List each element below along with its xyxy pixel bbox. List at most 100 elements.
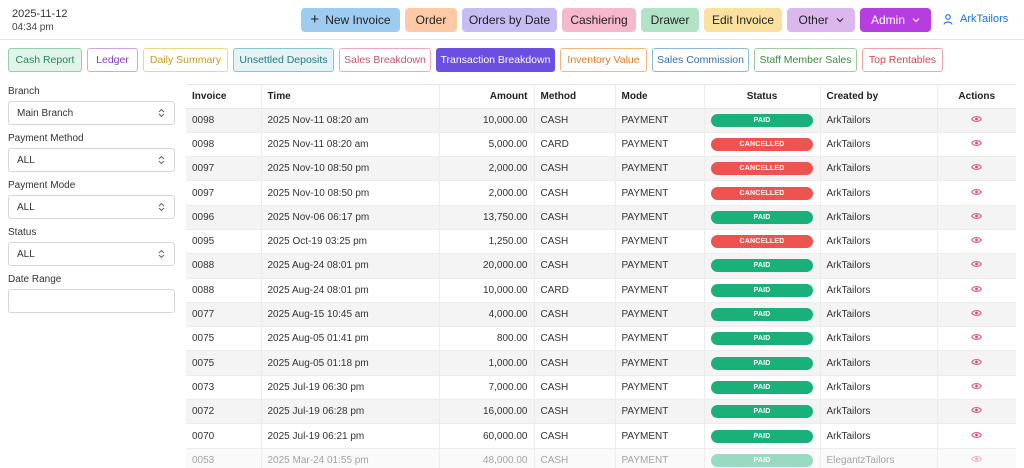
report-tab-ledger[interactable]: Ledger xyxy=(87,48,138,72)
status-badge: PAID xyxy=(711,356,813,370)
nav-button-order[interactable]: Order xyxy=(405,8,457,32)
nav-button-edit-invoice[interactable]: Edit Invoice xyxy=(704,8,782,32)
nav-button-admin[interactable]: Admin xyxy=(860,8,931,32)
cell-amount: 10,000.00 xyxy=(439,278,535,303)
branch-select[interactable]: Main Branch xyxy=(8,101,175,125)
view-eye-icon[interactable] xyxy=(971,406,983,417)
cell-time: 2025 Jul-19 06:28 pm xyxy=(261,399,440,425)
status-badge: PAID xyxy=(711,210,813,224)
cell-created-by: ArkTailors xyxy=(820,253,938,279)
view-eye-icon[interactable] xyxy=(971,382,983,393)
chevron-down-icon xyxy=(836,18,843,23)
cell-status: PAID xyxy=(704,423,821,449)
column-header-status[interactable]: Status xyxy=(704,85,821,109)
status-badge: PAID xyxy=(711,453,813,467)
cell-mode: PAYMENT xyxy=(615,229,705,255)
table-row: 0088 2025 Aug-24 08:01 pm 20,000.00 CASH PAY… xyxy=(186,253,1016,279)
cell-actions xyxy=(937,302,1016,328)
date-range-input[interactable] xyxy=(8,289,175,313)
cell-time: 2025 Oct-19 03:25 pm xyxy=(261,229,440,255)
cell-mode: PAYMENT xyxy=(615,350,705,376)
column-header-method[interactable]: Method xyxy=(534,85,616,109)
cell-amount: 800.00 xyxy=(439,326,535,352)
report-tab-staff-member-sales[interactable]: Staff Member Sales xyxy=(754,48,857,72)
report-tabs: Cash Report Ledger Daily Summary Unsettled … xyxy=(8,48,943,72)
user-name: ArkTailors xyxy=(960,13,1009,25)
cell-actions xyxy=(937,108,1016,133)
status-badge: PAID xyxy=(711,380,813,394)
nav-button-other[interactable]: Other xyxy=(787,8,855,32)
view-eye-icon[interactable] xyxy=(971,260,983,271)
cell-mode: PAYMENT xyxy=(615,278,705,303)
cell-actions xyxy=(937,132,1016,158)
cell-time: 2025 Nov-11 08:20 am xyxy=(261,132,440,158)
view-eye-icon[interactable] xyxy=(971,163,983,174)
nav-button-label: Other xyxy=(798,13,829,27)
status-badge: CANCELLED xyxy=(711,235,813,249)
view-eye-icon[interactable] xyxy=(971,115,983,126)
report-tab-sales-commission[interactable]: Sales Commission xyxy=(652,48,749,72)
nav-button-drawer[interactable]: Drawer xyxy=(641,8,699,32)
nav-button-new-invoice[interactable]: + New Invoice xyxy=(301,8,400,32)
column-header-invoice[interactable]: Invoice xyxy=(186,85,262,109)
cell-created-by: ElegantzTailors xyxy=(820,448,938,468)
status-badge: CANCELLED xyxy=(711,162,813,176)
transactions-table-container[interactable]: Invoice Time Amount Method Mode Status C… xyxy=(186,84,1016,468)
cell-created-by: ArkTailors xyxy=(820,302,938,328)
cell-mode: PAYMENT xyxy=(615,156,705,182)
view-eye-icon[interactable] xyxy=(971,333,983,344)
nav-button-cashiering[interactable]: Cashiering xyxy=(562,8,636,32)
status-badge: PAID xyxy=(711,259,813,273)
report-tab-cash-report[interactable]: Cash Report xyxy=(8,48,82,72)
report-tab-sales-breakdown[interactable]: Sales Breakdown xyxy=(339,48,431,72)
view-eye-icon[interactable] xyxy=(971,358,983,369)
cell-time: 2025 Aug-15 10:45 am xyxy=(261,302,440,328)
view-eye-icon[interactable] xyxy=(971,455,983,466)
view-eye-icon[interactable] xyxy=(971,309,983,320)
report-tab-top-rentables[interactable]: Top Rentables xyxy=(862,48,943,72)
cell-time: 2025 Aug-05 01:41 pm xyxy=(261,326,440,352)
payment-mode-label: Payment Mode xyxy=(8,180,76,191)
payment-mode-select[interactable]: ALL xyxy=(8,195,175,219)
cell-actions xyxy=(937,423,1016,449)
table-header-row: Invoice Time Amount Method Mode Status C… xyxy=(186,85,1016,109)
cell-method: CASH xyxy=(534,229,616,255)
cell-mode: PAYMENT xyxy=(615,448,705,468)
cell-amount: 16,000.00 xyxy=(439,399,535,425)
column-header-created-by[interactable]: Created by xyxy=(820,85,938,109)
view-eye-icon[interactable] xyxy=(971,236,983,247)
cell-status: CANCELLED xyxy=(704,229,821,255)
cell-time: 2025 Aug-24 08:01 pm xyxy=(261,253,440,279)
cell-time: 2025 Mar-24 01:55 pm xyxy=(261,448,440,468)
column-header-actions: Actions xyxy=(937,85,1016,109)
cell-amount: 2,000.00 xyxy=(439,156,535,182)
table-row: 0077 2025 Aug-15 10:45 am 4,000.00 CASH PAYM… xyxy=(186,302,1016,328)
cell-mode: PAYMENT xyxy=(615,253,705,279)
nav-button-orders-by-date[interactable]: Orders by Date xyxy=(462,8,557,32)
column-header-amount[interactable]: Amount xyxy=(439,85,535,109)
view-eye-icon[interactable] xyxy=(971,139,983,150)
report-tab-transaction-breakdown[interactable]: Transaction Breakdown xyxy=(436,48,555,72)
nav-button-label: Drawer xyxy=(650,13,690,27)
view-eye-icon[interactable] xyxy=(971,431,983,442)
report-tab-unsettled-deposits[interactable]: Unsettled Deposits xyxy=(233,48,334,72)
nav-button-label: Edit Invoice xyxy=(711,13,775,27)
cell-method: CASH xyxy=(534,156,616,182)
cell-time: 2025 Aug-05 01:18 pm xyxy=(261,350,440,376)
report-tab-inventory-value[interactable]: Inventory Value xyxy=(560,48,647,72)
report-tab-daily-summary[interactable]: Daily Summary xyxy=(143,48,228,72)
payment-method-select[interactable]: ALL xyxy=(8,148,175,172)
view-eye-icon[interactable] xyxy=(971,212,983,223)
cell-created-by: ArkTailors xyxy=(820,375,938,401)
cell-invoice: 0095 xyxy=(186,229,262,255)
user-menu[interactable]: ArkTailors xyxy=(943,13,1008,25)
cell-created-by: ArkTailors xyxy=(820,180,938,206)
cell-created-by: ArkTailors xyxy=(820,326,938,352)
column-header-mode[interactable]: Mode xyxy=(615,85,705,109)
view-eye-icon[interactable] xyxy=(971,285,983,296)
view-eye-icon[interactable] xyxy=(971,188,983,199)
cell-method: CASH xyxy=(534,350,616,376)
status-select[interactable]: ALL xyxy=(8,242,175,266)
table-row: 0072 2025 Jul-19 06:28 pm 16,000.00 CASH PAY… xyxy=(186,399,1016,425)
column-header-time[interactable]: Time xyxy=(261,85,440,109)
